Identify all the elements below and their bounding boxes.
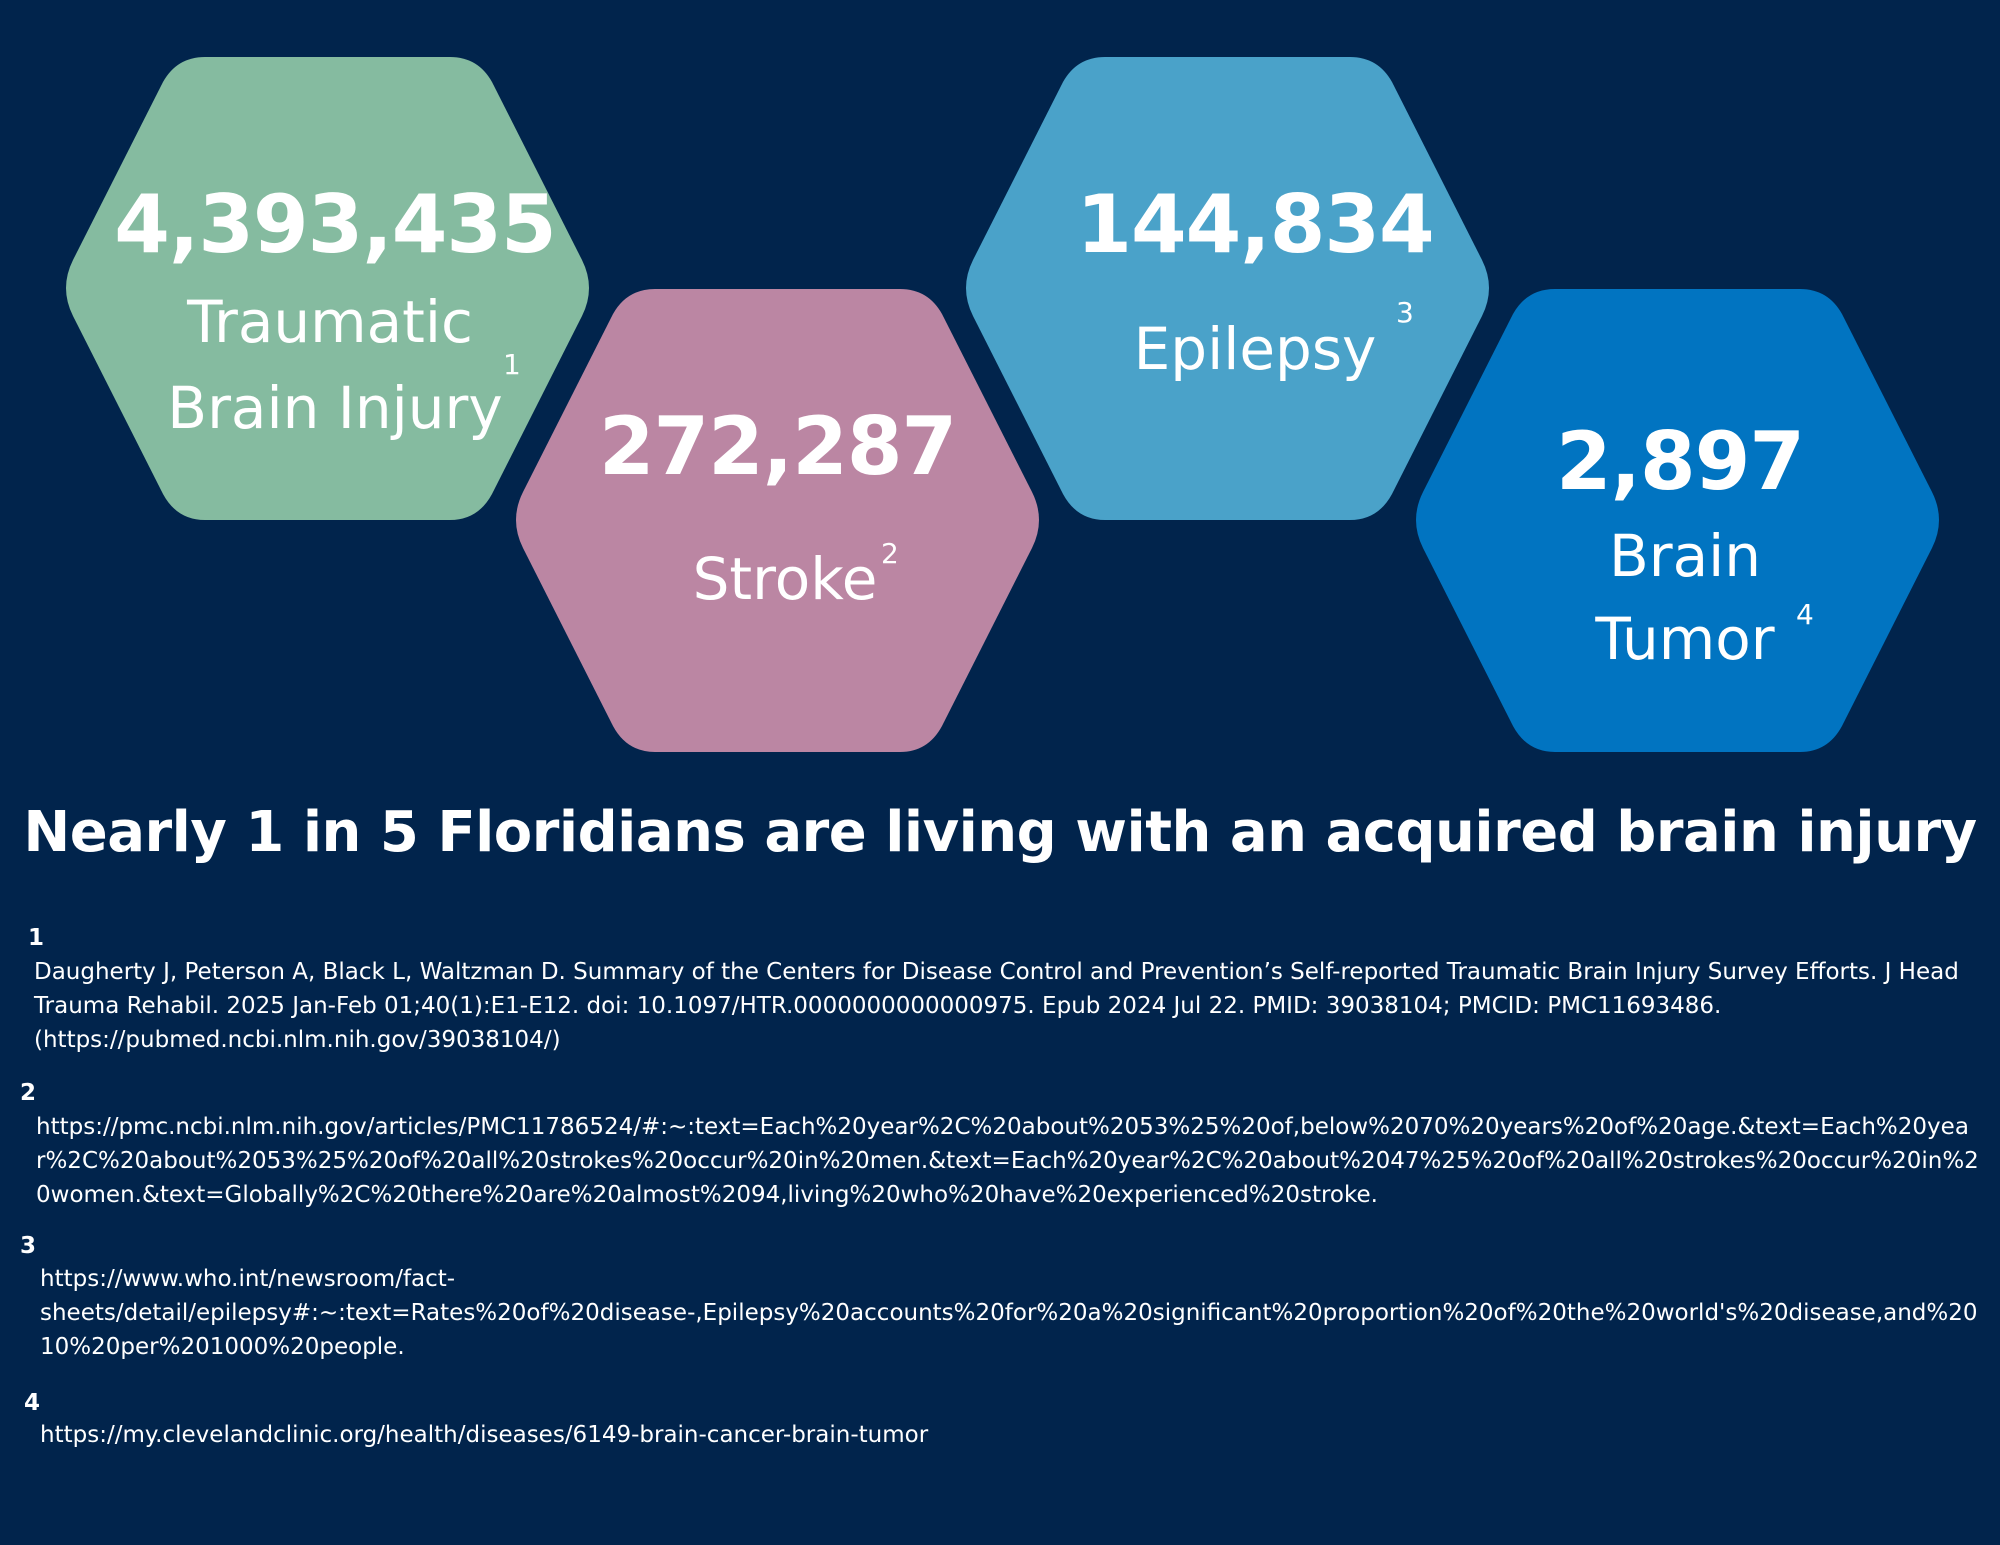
stroke-hexagon [516,289,1039,752]
epilepsy-hexagon [966,57,1489,520]
tumor-value: 2,897 [1555,415,1805,508]
tbi-label-line2: Brain Injury [167,374,503,442]
stroke-label: Stroke [692,545,878,613]
headline: Nearly 1 in 5 Floridians are living with… [23,800,1977,865]
reference-4-number: 4 [24,1390,41,1416]
reference-3-text: https://www.who.int/newsroom/fact-sheets… [40,1266,1978,1360]
reference-1-text: Daugherty J, Peterson A, Black L, Waltzm… [34,959,1959,1053]
stroke-value: 272,287 [598,400,957,493]
tumor-label-line2: Tumor [1595,605,1775,673]
reference-1-number: 1 [28,925,45,951]
reference-2-number: 2 [20,1080,37,1106]
reference-2-text: https://pmc.ncbi.nlm.nih.gov/articles/PM… [36,1114,1979,1208]
tbi-value: 4,393,435 [114,178,556,271]
epilepsy-footnote-marker: 3 [1396,296,1414,329]
tumor-hexagon [1416,289,1939,752]
reference-4-text: https://my.clevelandclinic.org/health/di… [40,1422,929,1448]
tbi-hexagon [66,57,589,520]
epilepsy-label: Epilepsy [1133,315,1377,383]
hexagon-graphics [66,57,1939,752]
epilepsy-value: 144,834 [1076,178,1434,271]
tumor-footnote-marker: 4 [1796,598,1814,631]
reference-3-number: 3 [20,1233,37,1259]
tbi-label-line1: Traumatic [187,288,473,356]
stroke-footnote-marker: 2 [881,537,899,570]
tbi-footnote-marker: 1 [503,348,521,381]
tumor-label-line1: Brain [1608,522,1762,590]
